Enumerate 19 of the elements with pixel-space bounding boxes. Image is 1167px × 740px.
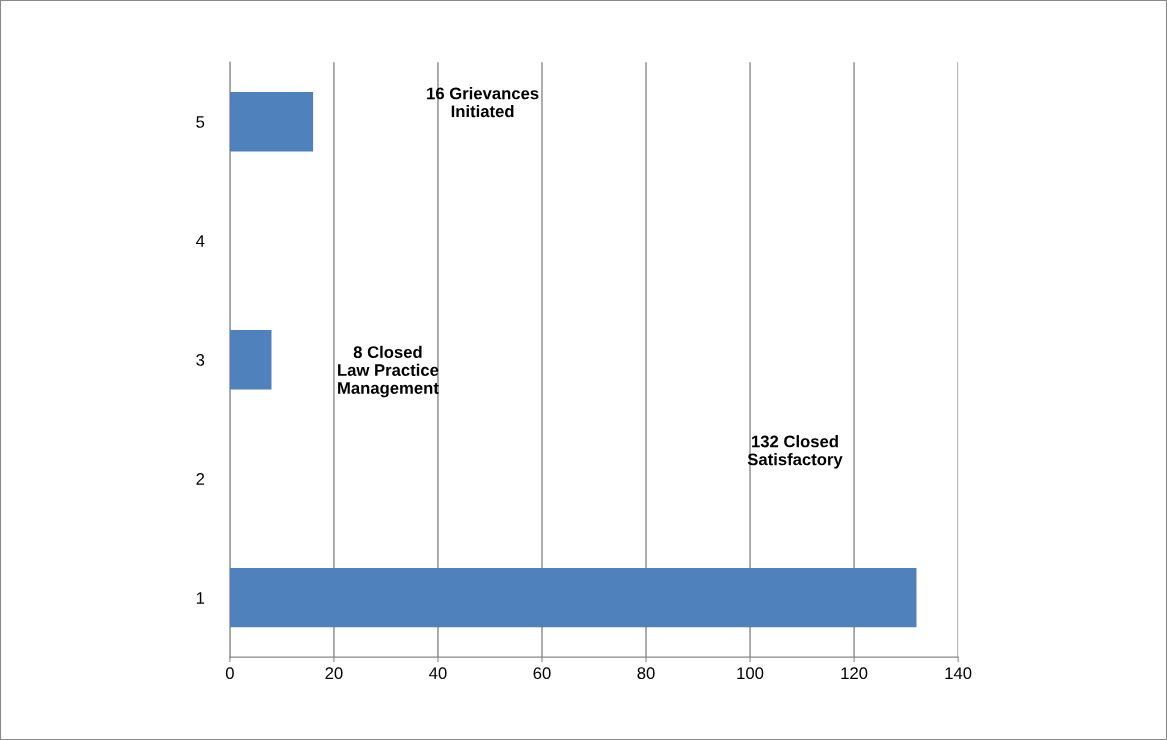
x-tick-label: 120	[841, 667, 868, 680]
bar	[229, 329, 272, 390]
y-tick-label: 4	[196, 235, 205, 247]
x-tick-label: 80	[637, 667, 655, 680]
x-tick-label: 40	[429, 667, 447, 680]
x-tick-label: 100	[737, 667, 764, 680]
annotation: 16 Grievances Initiated	[427, 87, 539, 118]
y-tick-label: 1	[196, 592, 205, 604]
bar	[229, 567, 917, 628]
x-tick-label: 140	[945, 667, 972, 680]
x-tick-label: 0	[225, 667, 234, 680]
y-tick-label: 2	[196, 473, 205, 485]
bar	[229, 91, 314, 152]
y-tick-label: 3	[196, 354, 205, 366]
x-tick-label: 60	[533, 667, 551, 680]
y-tick-label: 5	[196, 116, 205, 128]
x-tick-label: 20	[325, 667, 343, 680]
annotation: 132 Closed Satisfactory	[747, 435, 843, 469]
annotation: 8 Closed Law Practice Management	[338, 345, 439, 398]
